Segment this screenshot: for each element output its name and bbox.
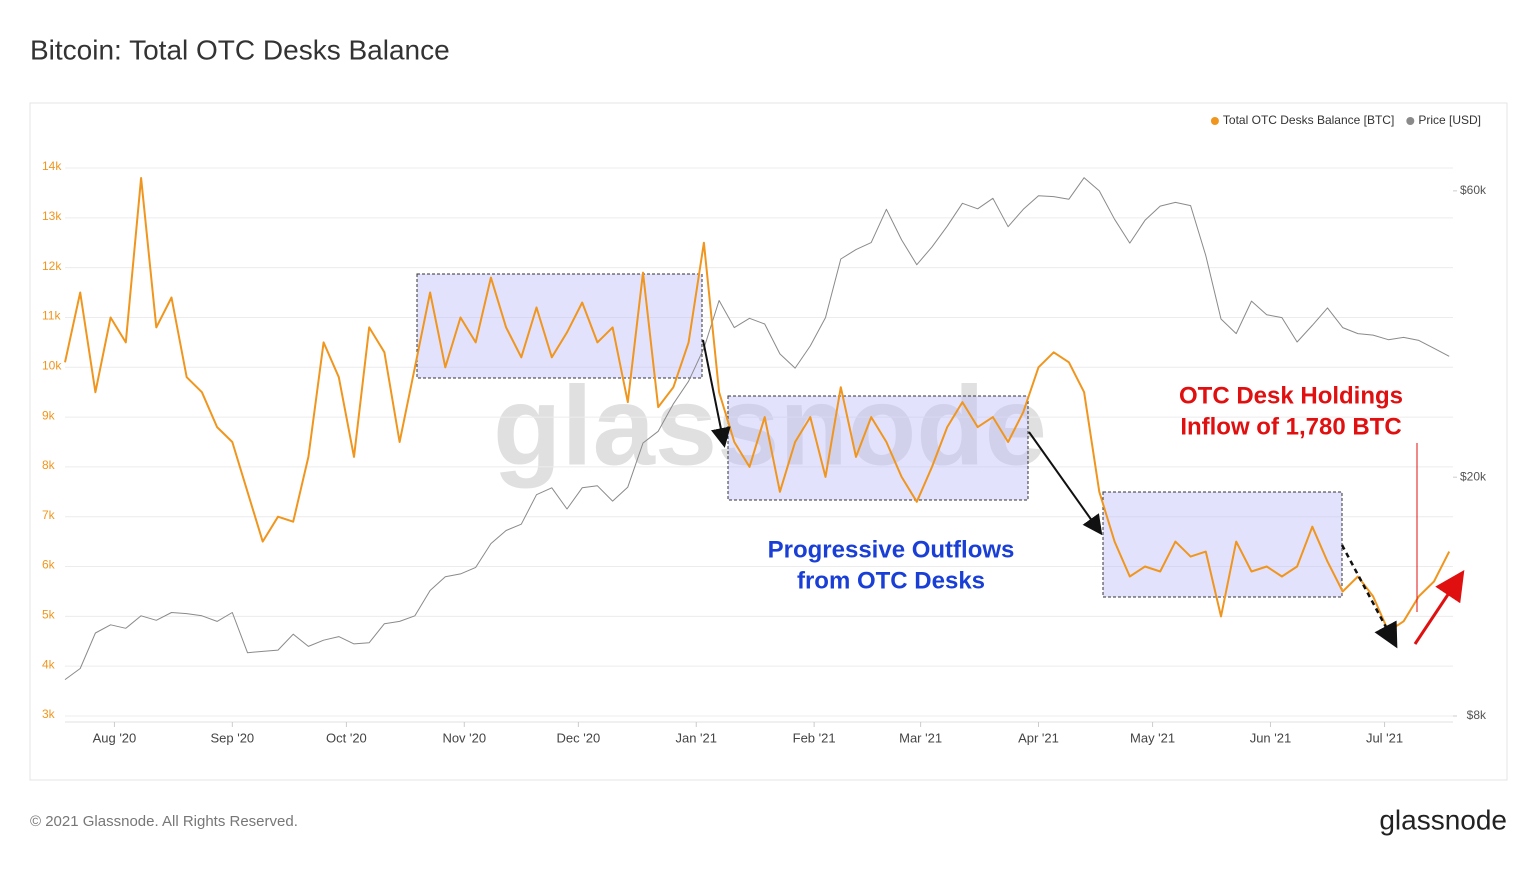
- range-box: [727, 395, 1029, 501]
- y-tick-label: 3k: [42, 707, 56, 721]
- y-tick-label: 6k: [42, 558, 56, 572]
- frame: [29, 102, 1508, 781]
- price-line: [64, 177, 1450, 681]
- y-tick-label: 12k: [42, 259, 62, 273]
- x-tick-label: Feb '21: [793, 730, 836, 745]
- x-tick-label: Nov '20: [442, 730, 486, 745]
- x-tick-label: Sep '20: [210, 730, 254, 745]
- x-tick-label: May '21: [1130, 730, 1175, 745]
- y-tick-label: 4k: [42, 657, 56, 671]
- y-tick-label: 9k: [42, 408, 56, 422]
- annotation: from OTC Desks: [797, 567, 985, 594]
- x-tick-label: Jun '21: [1250, 730, 1292, 745]
- y-tick-label: 11k: [42, 309, 61, 323]
- y-tick-label: 7k: [42, 508, 56, 522]
- title: Bitcoin: Total OTC Desks Balance: [30, 34, 450, 65]
- arrow: [1340, 544, 1398, 649]
- legend-label: Total OTC Desks Balance [BTC]: [1223, 113, 1394, 127]
- x-tick-label: Oct '20: [326, 730, 367, 745]
- range-box: [416, 273, 703, 379]
- arrow: [1028, 431, 1103, 536]
- boxes: [416, 273, 1343, 598]
- y-tick-label: 5k: [42, 608, 56, 622]
- annotation: Inflow of 1,780 BTC: [1180, 413, 1401, 440]
- x-tick-label: Jan '21: [675, 730, 717, 745]
- y2-tick-label: $8k: [1467, 708, 1487, 722]
- y2-tick-label: $20k: [1460, 469, 1487, 483]
- logo: glassnode: [1379, 804, 1507, 835]
- grid: 3k 4k 5k 6k 7k 8k 9k 10k 11k 12k 13k 14k $8k $20k $60k…: [42, 159, 1487, 745]
- plot: [64, 177, 1451, 681]
- y-tick-label: 10k: [42, 358, 62, 372]
- y2-tick-label: $60k: [1460, 183, 1487, 197]
- x-tick-label: Aug '20: [93, 730, 137, 745]
- watermark: glassnode: [493, 364, 1047, 489]
- arrow: [702, 339, 731, 448]
- annotation-arrows: [702, 339, 1465, 649]
- x-tick-label: Jul '21: [1366, 730, 1403, 745]
- y-tick-label: 8k: [42, 458, 56, 472]
- balance-line: [64, 177, 1451, 633]
- legend-marker: [1210, 117, 1219, 125]
- x-tick-label: Dec '20: [557, 730, 601, 745]
- annotation: Progressive Outflows: [768, 536, 1015, 563]
- x-tick-label: Apr '21: [1018, 730, 1059, 745]
- y-tick-label: 14k: [42, 159, 62, 173]
- x-tick-label: Mar '21: [899, 730, 942, 745]
- legend-label: Price [USD]: [1418, 113, 1481, 127]
- arrow: [1413, 570, 1465, 645]
- annotation: OTC Desk Holdings: [1179, 382, 1403, 409]
- range-box: [1102, 491, 1343, 598]
- legend-marker: [1406, 117, 1415, 125]
- copyright: © 2021 Glassnode. All Rights Reserved.: [30, 813, 298, 830]
- y-tick-label: 13k: [42, 209, 62, 223]
